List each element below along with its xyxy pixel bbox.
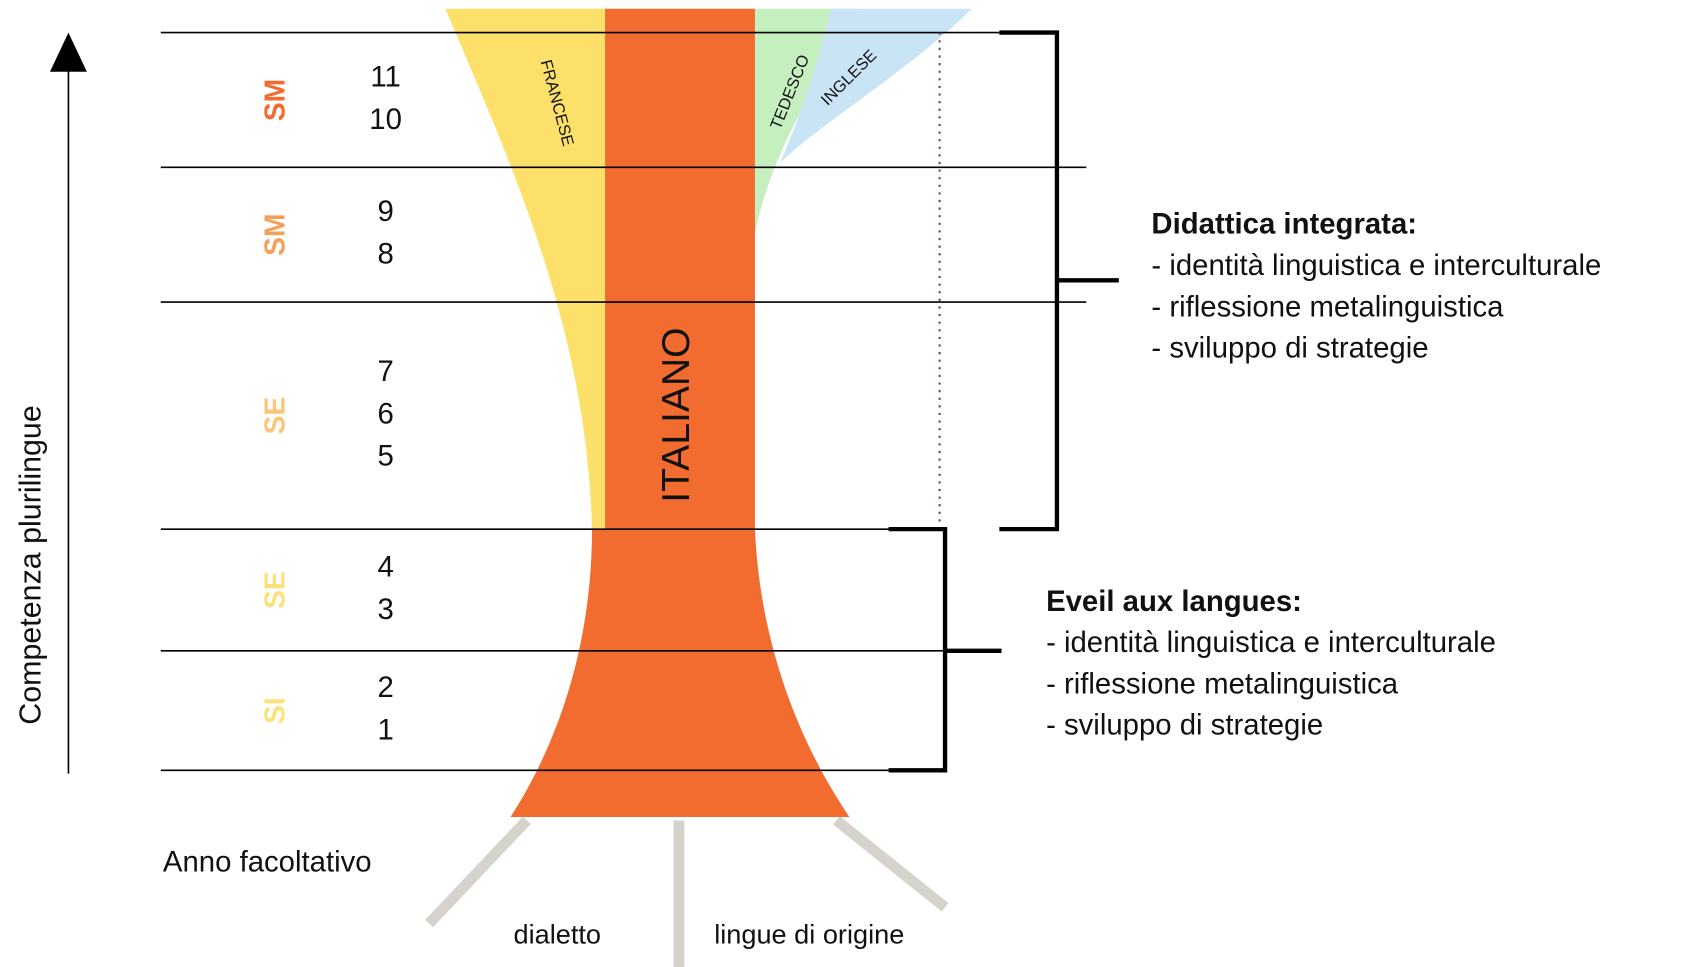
bracket-item: - sviluppo di strategie: [1151, 332, 1428, 365]
year-label: 4: [377, 551, 393, 584]
dynamic-labels: SM 11 10 SM 9 8 SE 7 6 5 SE 4 3 SI 2 1 Didattica integra…: [258, 61, 1601, 747]
optional-year: Anno facoltativo: [163, 846, 372, 879]
year-label: 5: [377, 440, 393, 473]
root-label: dialetto: [513, 919, 601, 950]
year-label: 11: [370, 61, 400, 94]
francese-area: [445, 8, 606, 530]
axis-label: Competenza plurilingue: [14, 405, 48, 725]
bracket-title: Eveil aux langues:: [1046, 585, 1302, 618]
school-label: SM: [258, 79, 290, 121]
arrow-head: [49, 32, 87, 72]
school-label: SM: [258, 214, 290, 256]
bracket-upper: [999, 30, 1119, 532]
year-label: 8: [377, 238, 393, 271]
bracket-item: - riflessione metalinguistica: [1151, 290, 1504, 323]
root-left: [425, 816, 531, 928]
italiano-label: ITALIANO: [655, 327, 698, 502]
root-label: lingue di origine: [714, 919, 904, 950]
school-label: SI: [258, 697, 290, 724]
inglese-area: [779, 8, 973, 163]
year-label: 2: [377, 671, 393, 704]
school-label: SE: [258, 397, 290, 435]
year-label: 9: [377, 195, 393, 228]
bracket-item: - riflessione metalinguistica: [1046, 667, 1399, 700]
bracket-item: - identità linguistica e interculturale: [1151, 249, 1601, 282]
school-label: SE: [258, 571, 290, 609]
italiano-area: [510, 8, 850, 818]
tedesco-area: [754, 8, 859, 234]
root-right: [833, 816, 949, 912]
year-label: 6: [377, 397, 393, 430]
year-label: 10: [369, 103, 402, 136]
bracket-title: Didattica integrata:: [1151, 208, 1417, 241]
bracket-item: - sviluppo di strategie: [1046, 709, 1323, 742]
bracket-lower: [888, 526, 1002, 773]
year-label: 7: [377, 355, 393, 388]
year-label: 1: [377, 714, 393, 747]
bracket-item: - identità linguistica e interculturale: [1046, 626, 1496, 659]
year-label: 3: [377, 593, 393, 626]
